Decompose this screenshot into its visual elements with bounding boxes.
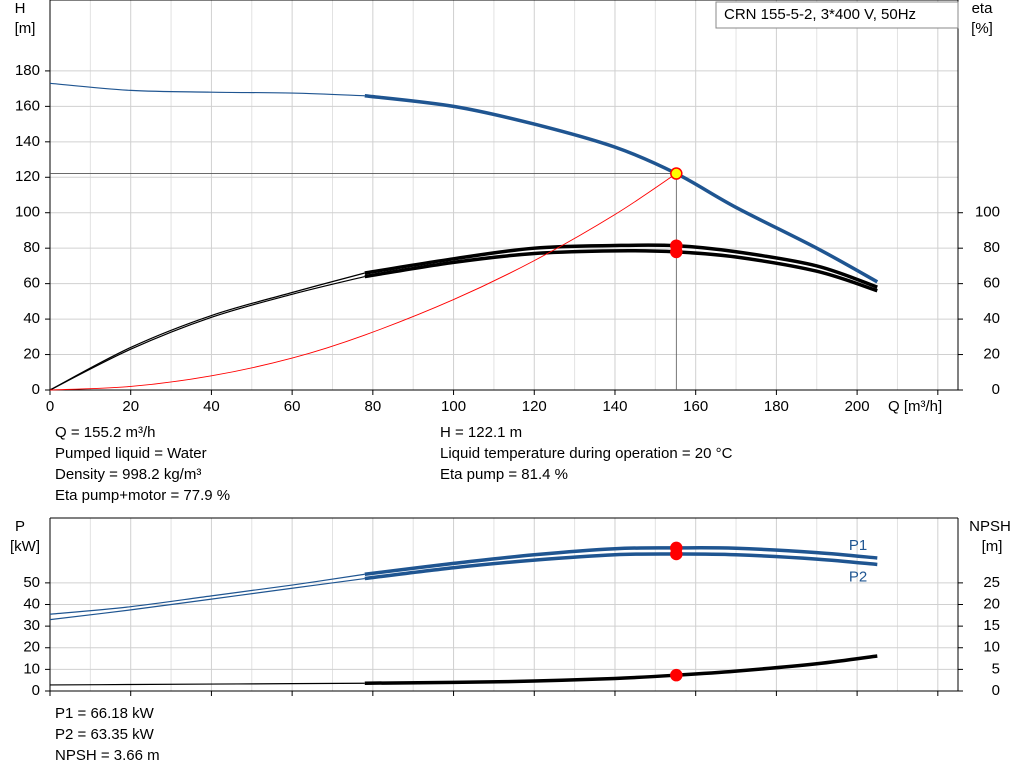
x-tick-label: 140 (602, 398, 627, 415)
y2-axis-title: [m] (982, 538, 1003, 555)
y2-tick-label: 20 (983, 346, 1000, 363)
info-line: P1 = 66.18 kW (55, 705, 155, 722)
x-tick-label: 40 (203, 398, 220, 415)
legend-box (715, 1, 959, 29)
curve (364, 248, 878, 293)
curve (364, 546, 878, 576)
x-tick-label: 60 (284, 398, 301, 415)
curve (49, 573, 365, 615)
duty-point (670, 167, 683, 180)
y-tick-label: 140 (15, 133, 40, 150)
y-tick-label: 30 (23, 617, 40, 634)
x-tick-label: 0 (46, 398, 54, 415)
y2-axis-title: NPSH (969, 518, 1011, 535)
x-tick-label: 100 (441, 398, 466, 415)
y2-tick-label: 40 (983, 310, 1000, 327)
y2-tick-label: 5 (992, 660, 1000, 677)
duty-point (670, 668, 683, 682)
y-tick-label: 120 (15, 168, 40, 185)
y-tick-label: 40 (23, 595, 40, 612)
curve (49, 82, 365, 97)
y-tick-label: 10 (23, 660, 40, 677)
duty-point (670, 547, 683, 561)
info-line: H = 122.1 m (440, 424, 522, 441)
y2-tick-label: 25 (983, 574, 1000, 591)
y-tick-label: 0 (32, 682, 40, 699)
duty-point (670, 245, 683, 259)
info-line: P2 = 63.35 kW (55, 726, 155, 743)
y2-tick-label: 10 (983, 639, 1000, 656)
info-line: NPSH = 3.66 m (55, 747, 160, 764)
x-tick-label: 200 (845, 398, 870, 415)
curve (364, 243, 878, 289)
y-tick-label: 20 (23, 639, 40, 656)
curve (364, 93, 879, 284)
y-tick-label: 180 (15, 62, 40, 79)
y-axis-title: [m] (15, 20, 36, 37)
y2-axis-title: eta (972, 0, 994, 17)
series-label: P1 (849, 537, 867, 554)
curve (49, 173, 677, 391)
y-axis-title: H (15, 0, 26, 17)
y-tick-label: 80 (23, 239, 40, 256)
y2-tick-label: 100 (975, 204, 1000, 221)
y-tick-label: 0 (32, 381, 40, 398)
y2-tick-label: 0 (992, 682, 1000, 699)
y2-tick-label: 20 (983, 595, 1000, 612)
y-tick-label: 20 (23, 346, 40, 363)
curve (49, 577, 365, 621)
curve (364, 552, 878, 581)
info-line: Pumped liquid = Water (55, 445, 207, 462)
x-tick-label: 160 (683, 398, 708, 415)
x-tick-label: 20 (122, 398, 139, 415)
y-tick-label: 60 (23, 275, 40, 292)
x-axis-title: Q [m³/h] (888, 398, 942, 415)
info-line: Eta pump = 81.4 % (440, 466, 568, 483)
x-tick-label: 80 (365, 398, 382, 415)
y2-tick-label: 80 (983, 239, 1000, 256)
curve (49, 682, 365, 686)
info-line: Q = 155.2 m³/h (55, 424, 155, 441)
y-tick-label: 160 (15, 97, 40, 114)
y-tick-label: 100 (15, 204, 40, 221)
legend-title: CRN 155-5-2, 3*400 V, 50Hz (724, 6, 916, 23)
y-axis-title: [kW] (10, 538, 40, 555)
series-label: P2 (849, 568, 867, 585)
info-line: Eta pump+motor = 77.9 % (55, 487, 230, 504)
curve (49, 272, 365, 391)
y-axis-title: P (15, 518, 25, 535)
x-tick-label: 180 (764, 398, 789, 415)
y-tick-label: 50 (23, 574, 40, 591)
info-line: Liquid temperature during operation = 20… (440, 445, 733, 462)
y2-axis-title: [%] (971, 20, 993, 37)
x-tick-label: 120 (522, 398, 547, 415)
y-tick-label: 40 (23, 310, 40, 327)
y2-tick-label: 15 (983, 617, 1000, 634)
curve (49, 275, 365, 391)
y2-tick-label: 60 (983, 275, 1000, 292)
y2-tick-label: 0 (992, 381, 1000, 398)
info-line: Density = 998.2 kg/m³ (55, 466, 201, 483)
curve (364, 654, 878, 685)
